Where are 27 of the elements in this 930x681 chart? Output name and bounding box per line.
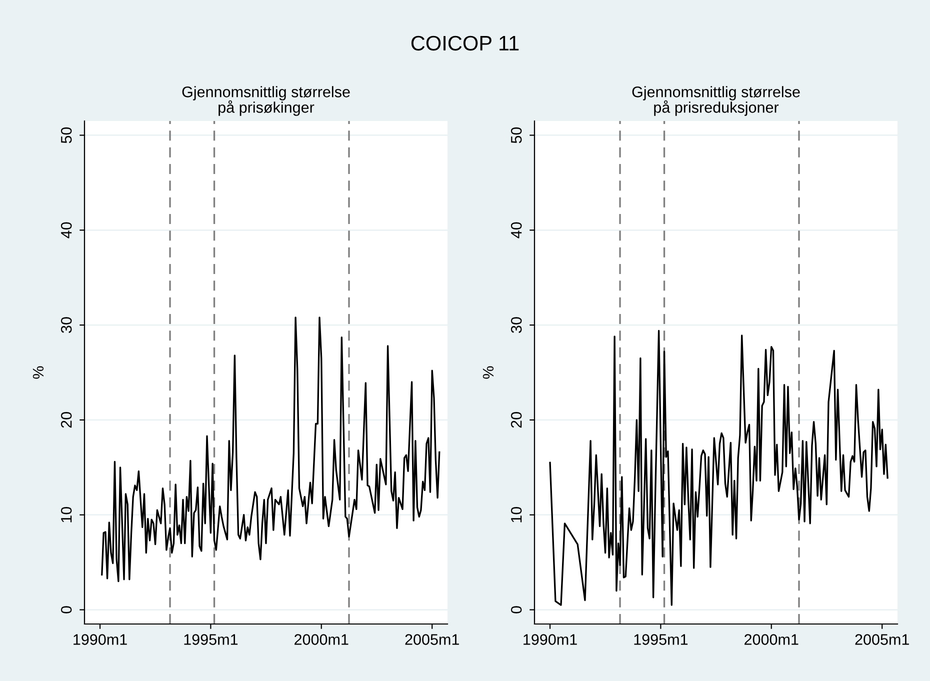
line-series — [549, 330, 888, 606]
x-tick-label: 2000m1 — [744, 634, 798, 645]
y-tick-label: 30 — [510, 317, 522, 333]
y-tick-label: 20 — [60, 412, 72, 428]
x-tick-label: 1990m1 — [524, 634, 577, 645]
chart-title: COICOP 11 — [411, 36, 519, 51]
y-tick-label: 40 — [510, 222, 522, 238]
y-axis-title: % — [482, 366, 494, 379]
y-tick-label: 30 — [60, 317, 72, 333]
x-tick-label: 2000m1 — [294, 634, 348, 645]
x-tick-label: 1995m1 — [634, 634, 688, 645]
y-tick-label: 10 — [60, 506, 72, 522]
x-tick-label: 1995m1 — [184, 634, 238, 645]
chart-subtitle: Gjennomsnittlig størrelse på prisøkinger — [182, 86, 350, 116]
y-axis-title: % — [32, 366, 44, 379]
y-tick-label: 0 — [60, 606, 72, 614]
y-tick-label: 0 — [510, 606, 522, 614]
y-tick-label: 50 — [510, 127, 522, 144]
y-tick-label: 50 — [60, 127, 72, 144]
y-tick-label: 20 — [510, 412, 522, 428]
line-series — [101, 316, 440, 582]
x-tick-label: 2005m1 — [405, 634, 459, 645]
y-tick-label: 40 — [60, 222, 72, 238]
y-tick-label: 10 — [510, 506, 522, 522]
x-tick-label: 2005m1 — [855, 634, 909, 645]
chart-subtitle: Gjennomsnittlig størrelse på prisreduksjoner — [632, 86, 800, 116]
x-tick-label: 1990m1 — [74, 634, 127, 645]
